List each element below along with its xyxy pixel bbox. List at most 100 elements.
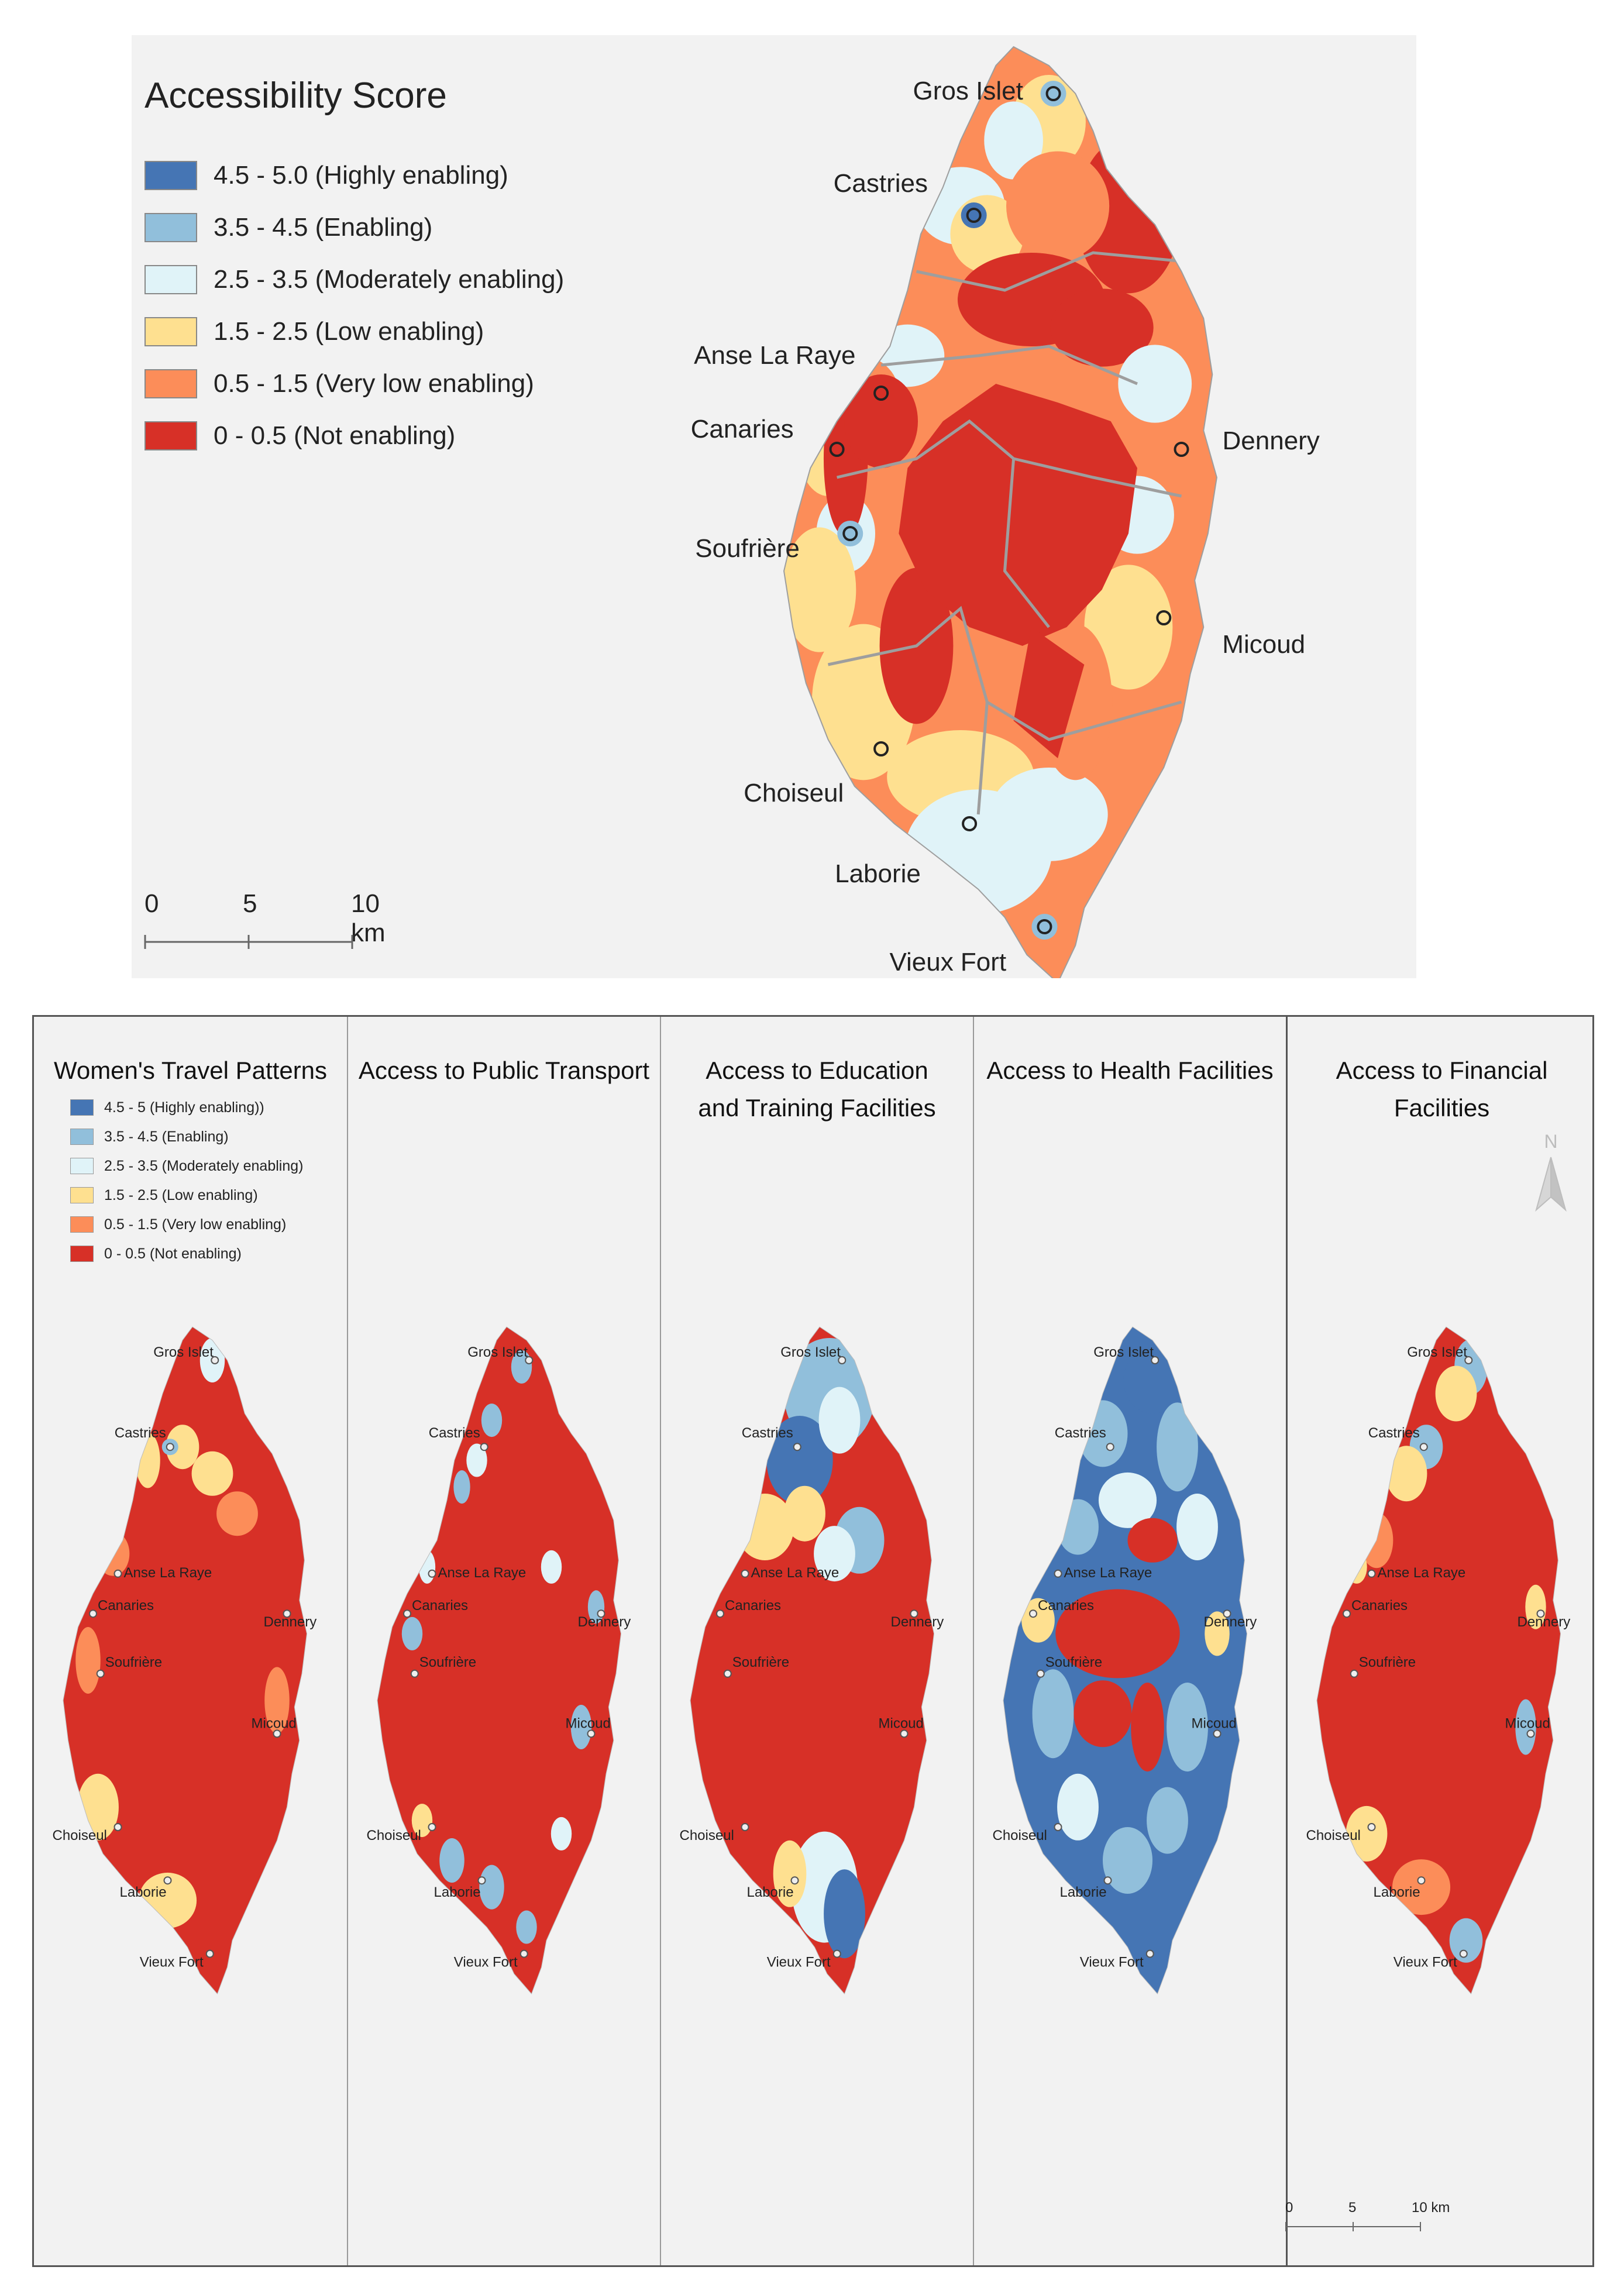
town-marker — [525, 1356, 534, 1364]
town-label: Vieux Fort — [454, 1955, 518, 1970]
town-marker — [832, 1949, 841, 1958]
legend-swatch — [144, 265, 197, 294]
town-marker — [790, 1876, 799, 1885]
town-marker — [966, 208, 982, 223]
town-marker — [1045, 86, 1061, 101]
legend-item: 0.5 - 1.5 (Very low enabling) — [70, 1214, 286, 1235]
island-fill — [690, 1327, 934, 1994]
mini-map: Gros Islet Castries Anse La Raye Canaries De… — [367, 1326, 631, 1994]
town-label: Canaries — [1038, 1598, 1094, 1614]
legend-swatch — [144, 421, 197, 450]
legend-swatch — [70, 1099, 94, 1116]
town-marker — [793, 1443, 801, 1451]
town-marker — [1464, 1356, 1473, 1364]
thematic-maps-panel: Women's Travel Patterns 4.5 - 5 (Highly … — [32, 1015, 1594, 2267]
town-label: Dennery — [1223, 426, 1320, 455]
town-label: Canaries — [412, 1598, 468, 1614]
town-label: Soufrière — [695, 534, 800, 563]
panel-title: Access to Financial Facilities — [1336, 1057, 1548, 1122]
legend-item: 0 - 0.5 (Not enabling) — [70, 1243, 242, 1264]
town-marker — [873, 386, 889, 401]
town-marker — [410, 1669, 419, 1678]
scale-tick-5: 5 — [243, 889, 257, 918]
town-label: Canaries — [1351, 1598, 1408, 1614]
legend-swatch — [70, 1246, 94, 1262]
town-marker — [1054, 1569, 1062, 1578]
town-marker — [1151, 1356, 1159, 1364]
island-fill — [377, 1327, 621, 1994]
town-marker — [873, 741, 889, 756]
island-fill — [1003, 1327, 1247, 1994]
divider — [347, 1017, 348, 2265]
town-marker — [741, 1569, 749, 1578]
legend-swatch — [70, 1129, 94, 1145]
town-marker — [900, 1729, 909, 1738]
town-label: Dennery — [1518, 1614, 1571, 1630]
town-label: Laborie — [835, 859, 921, 888]
scale-tick-0: 0 — [144, 889, 159, 918]
scale-tick-10: 10 km — [351, 889, 386, 947]
panel-title: Access to Education and Training Facilit… — [698, 1057, 936, 1122]
town-marker — [403, 1609, 411, 1618]
town-marker — [1350, 1669, 1358, 1678]
legend-label: 1.5 - 2.5 (Low enabling) — [104, 1186, 258, 1203]
town-marker — [1367, 1823, 1376, 1831]
town-marker — [842, 526, 858, 541]
town-marker — [273, 1729, 281, 1738]
legend-swatch — [70, 1187, 94, 1203]
north-label: N — [1544, 1131, 1557, 1152]
town-label: Castries — [834, 169, 928, 198]
town-label: Gros Islet — [467, 1344, 528, 1360]
panel-title: Access to Public Transport — [358, 1057, 650, 1084]
town-marker — [205, 1949, 214, 1958]
town-label: Castries — [1368, 1425, 1420, 1441]
town-marker — [166, 1443, 174, 1451]
legend-label: 0.5 - 1.5 (Very low enabling) — [214, 369, 534, 398]
town-marker — [1103, 1876, 1112, 1885]
town-marker — [1417, 1876, 1426, 1885]
town-marker — [1419, 1443, 1428, 1451]
town-label: Micoud — [1222, 630, 1305, 659]
town-label: Vieux Fort — [767, 1955, 831, 1970]
legend-title: Accessibility Score — [144, 75, 447, 116]
scale-tick-0: 0 — [1285, 2200, 1293, 2216]
legend-item: 3.5 - 4.5 (Enabling) — [144, 210, 432, 245]
divider — [973, 1017, 974, 2265]
town-marker — [962, 816, 978, 831]
town-label: Gros Islet — [1407, 1344, 1467, 1360]
town-label: Anse La Raye — [1064, 1565, 1152, 1581]
panel-womens-travel: Women's Travel Patterns 4.5 - 5 (Highly … — [34, 1017, 347, 2265]
town-marker — [1343, 1609, 1351, 1618]
town-marker — [163, 1876, 172, 1885]
mini-map: Gros Islet Castries Anse La Raye Canaries De… — [680, 1326, 944, 1994]
town-marker — [428, 1823, 436, 1831]
town-marker — [910, 1609, 918, 1618]
panel-education: Access to Education and Training Facilit… — [661, 1017, 973, 2265]
town-label: Laborie — [747, 1884, 794, 1900]
scale-tick-10: 10 km — [1412, 2200, 1450, 2216]
island-outline — [783, 46, 1217, 978]
town-label: Choiseul — [680, 1828, 734, 1843]
legend-item: 4.5 - 5.0 (Highly enabling) — [144, 158, 508, 193]
town-label: Choiseul — [367, 1828, 421, 1843]
town-label: Choiseul — [993, 1828, 1047, 1843]
town-marker — [1223, 1609, 1231, 1618]
town-marker — [283, 1609, 291, 1618]
town-marker — [723, 1669, 732, 1678]
island-fill — [1317, 1327, 1561, 1994]
legend-label: 0 - 0.5 (Not enabling) — [214, 421, 456, 450]
town-marker — [211, 1356, 219, 1364]
legend-label: 3.5 - 4.5 (Enabling) — [104, 1128, 229, 1145]
town-label: Micoud — [566, 1715, 611, 1731]
panel-title: Access to Health Facilities — [986, 1057, 1274, 1084]
legend-label: 2.5 - 3.5 (Moderately enabling) — [104, 1157, 304, 1174]
legend-label: 0.5 - 1.5 (Very low enabling) — [104, 1216, 287, 1233]
town-label: Soufrière — [105, 1654, 162, 1670]
town-marker — [1145, 1949, 1154, 1958]
legend-swatch — [144, 317, 197, 346]
town-label: Castries — [742, 1425, 793, 1441]
town-label: Micoud — [1505, 1715, 1550, 1731]
town-marker — [89, 1609, 97, 1618]
mini-map: Gros Islet Castries Anse La Raye Canaries De… — [1306, 1326, 1571, 1994]
legend-item: 1.5 - 2.5 (Low enabling) — [70, 1185, 258, 1206]
